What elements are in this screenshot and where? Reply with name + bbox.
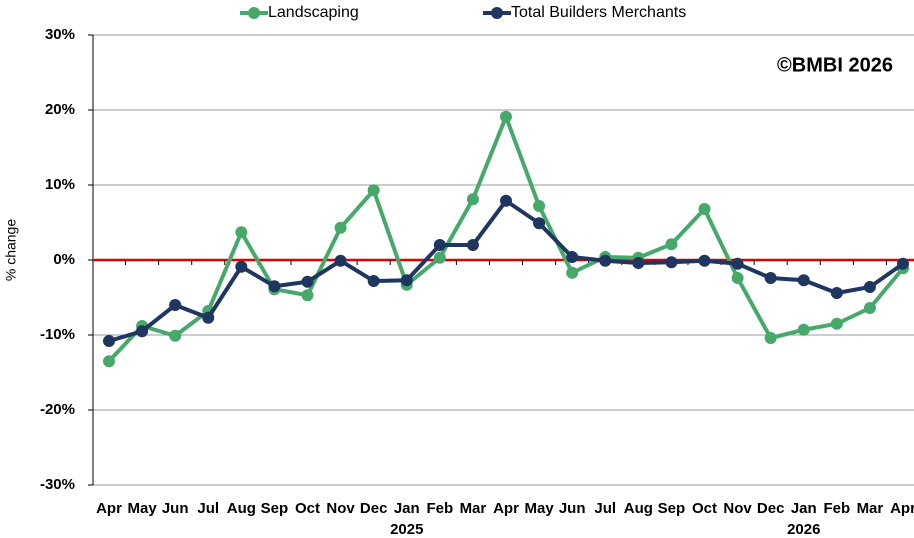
x-tick-label: Aug	[227, 500, 256, 517]
x-group-label: 2025	[390, 521, 423, 538]
y-tick-label: 20%	[45, 101, 75, 118]
x-tick-label: May	[524, 500, 554, 517]
point	[235, 260, 248, 273]
point	[169, 329, 182, 342]
point	[698, 203, 711, 215]
point	[169, 299, 182, 311]
point	[103, 335, 115, 347]
y-tick-label: 10%	[45, 176, 75, 193]
series-line	[108, 198, 905, 343]
point	[830, 287, 843, 299]
point	[897, 257, 909, 270]
y-tick-label: 30%	[45, 26, 75, 43]
legend-marker	[248, 7, 260, 19]
point	[334, 254, 347, 267]
y-tick-label: -10%	[40, 326, 75, 343]
x-tick-label: Aug	[624, 500, 653, 517]
point	[797, 323, 810, 336]
series-line	[107, 111, 905, 363]
x-tick-label: Apr	[890, 500, 914, 517]
x-tick-label: Jan	[394, 500, 420, 517]
point	[500, 194, 512, 207]
point	[731, 257, 744, 270]
x-tick-label: Oct	[295, 500, 320, 517]
point	[665, 256, 678, 269]
point	[235, 226, 248, 239]
x-tick-label: Feb	[823, 500, 850, 517]
x-tick-label: Oct	[692, 500, 717, 517]
point	[367, 275, 380, 287]
x-tick-label: Dec	[757, 500, 785, 517]
point	[533, 200, 546, 212]
point	[863, 302, 876, 314]
x-tick-label: May	[127, 500, 157, 517]
y-tick-label: -30%	[40, 476, 75, 493]
x-tick-label: Mar	[460, 500, 487, 517]
point	[566, 251, 579, 263]
x-tick-label: Jun	[559, 500, 586, 517]
x-tick-label: Nov	[326, 500, 355, 517]
x-tick-label: Feb	[426, 500, 453, 517]
point	[433, 251, 446, 264]
point	[797, 274, 810, 287]
point	[367, 184, 380, 197]
point	[202, 311, 215, 324]
y-tick-label: -20%	[40, 401, 75, 418]
legend-label: Total Builders Merchants	[511, 4, 686, 21]
y-axis-label: % change	[3, 219, 19, 281]
point	[632, 257, 645, 269]
point	[863, 281, 876, 293]
point	[500, 110, 512, 123]
point	[301, 275, 314, 288]
point	[103, 355, 115, 368]
point	[731, 272, 744, 284]
point	[136, 325, 149, 338]
x-tick-label: Jul	[594, 500, 616, 517]
point	[268, 280, 281, 293]
point	[566, 266, 579, 279]
point	[466, 239, 479, 251]
annotation: ©BMBI 2026	[777, 54, 893, 76]
point	[764, 272, 777, 284]
x-tick-label: Apr	[493, 500, 519, 517]
x-tick-label: Sep	[658, 500, 686, 517]
x-tick-label: Nov	[723, 500, 752, 517]
x-tick-label: Mar	[857, 500, 884, 517]
point	[301, 289, 314, 302]
point	[433, 239, 446, 251]
point	[466, 193, 479, 206]
point	[830, 317, 843, 330]
x-tick-label: Jan	[791, 500, 817, 517]
point	[533, 217, 546, 230]
point	[764, 332, 777, 344]
x-tick-label: Apr	[96, 500, 122, 517]
x-tick-label: Dec	[360, 500, 388, 517]
point	[400, 274, 413, 287]
point	[665, 238, 678, 251]
point	[599, 254, 612, 267]
x-tick-label: Jul	[197, 500, 219, 517]
point	[698, 254, 711, 267]
legend-label: Landscaping	[268, 4, 359, 21]
x-tick-label: Sep	[261, 500, 289, 517]
point	[334, 221, 347, 234]
legend-marker	[491, 7, 503, 19]
y-tick-label: 0%	[53, 251, 75, 268]
x-group-label: 2026	[787, 521, 820, 538]
x-tick-label: Jun	[162, 500, 189, 517]
